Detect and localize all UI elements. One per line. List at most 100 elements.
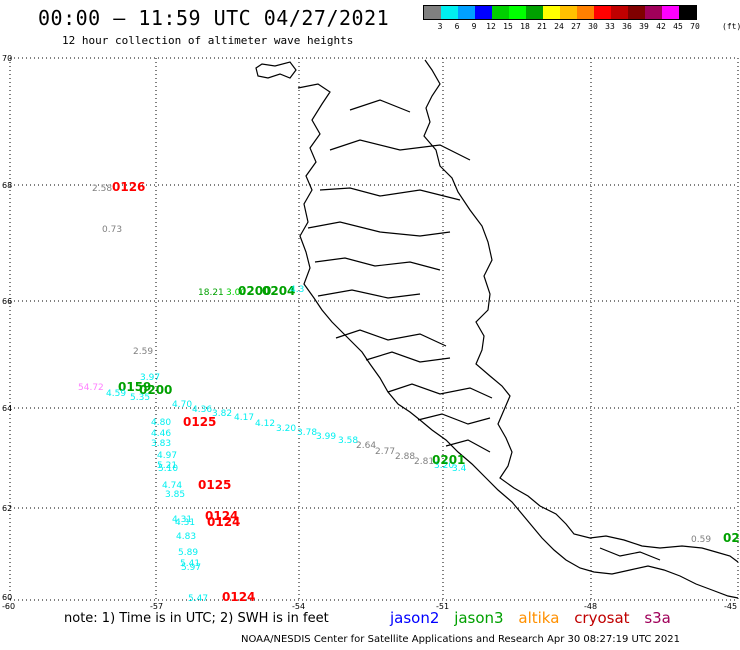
wave-height-value: 5.41 — [180, 559, 200, 569]
wave-height-value: 5.10 — [158, 464, 178, 474]
wave-height-value: 3.83 — [151, 439, 171, 449]
satellite-label: s3a — [644, 609, 671, 627]
pass-time-label: 0159 — [118, 380, 151, 394]
color-swatch — [645, 6, 662, 19]
color-scale-label: 70 — [690, 22, 700, 31]
wave-height-value: 5.97 — [181, 563, 201, 573]
color-scale-label: 42 — [656, 22, 666, 31]
color-swatch — [577, 6, 594, 19]
color-scale-label: 39 — [639, 22, 649, 31]
color-scale-label: 33 — [605, 22, 615, 31]
map-subtitle: 12 hour collection of altimeter wave hei… — [62, 34, 354, 47]
color-swatch — [509, 6, 526, 19]
color-swatch — [560, 6, 577, 19]
wave-height-value: 3.82 — [212, 409, 232, 419]
color-scale-label: 27 — [571, 22, 581, 31]
color-swatch — [475, 6, 492, 19]
pass-time-label: 0124 — [222, 590, 255, 604]
satellite-label: cryosat — [574, 609, 630, 627]
satellite-legend: jason2 jason3 altika cryosat s3a — [390, 609, 681, 627]
color-scale-label: 30 — [588, 22, 598, 31]
wave-height-value: 3.20 — [434, 461, 454, 471]
wave-height-value: 4.74 — [162, 481, 182, 491]
lat-label: 64 — [2, 404, 12, 413]
pass-time-label: 0124 — [205, 509, 238, 523]
color-swatch — [458, 6, 475, 19]
wave-height-value: 5.35 — [130, 393, 150, 403]
wave-height-value: 18.21 — [198, 288, 224, 298]
color-scale-label: 6 — [454, 22, 460, 31]
color-swatch — [526, 6, 543, 19]
color-scale-label: 9 — [471, 22, 477, 31]
greenland-coastline — [255, 59, 739, 599]
latitude-labels: 70 68 66 64 62 60 — [2, 54, 12, 602]
color-scale-legend: 3 6 9 12 15 18 21 24 27 30 33 36 39 42 45 70 — [423, 5, 700, 32]
pass-time-label: 0201 — [432, 453, 465, 467]
wave-height-value: 2.64 — [356, 441, 376, 451]
wave-height-value: 2.58 — [92, 184, 112, 194]
color-scale-label: 3 — [437, 22, 443, 31]
color-scale-label: 21 — [537, 22, 547, 31]
lon-label: -51 — [436, 602, 449, 611]
wave-height-value: 3.58 — [338, 436, 358, 446]
wave-height-value: 3.4 — [452, 464, 467, 474]
map-title: 00:00 – 11:59 UTC 04/27/2021 — [38, 6, 390, 30]
pass-time-label: 02 — [723, 531, 740, 545]
color-scale-label: 15 — [503, 22, 513, 31]
lon-label: -48 — [584, 602, 597, 611]
pass-time-label: 0124 — [207, 515, 240, 529]
wave-height-value: 5.21 — [157, 461, 177, 471]
wave-height-value: 4.36 — [192, 405, 212, 415]
pass-time-label: 0200 — [139, 383, 172, 397]
satellite-label: jason3 — [454, 609, 504, 627]
color-swatch — [594, 6, 611, 19]
color-swatch — [628, 6, 645, 19]
wave-height-value: 5.89 — [178, 548, 198, 558]
pass-time-label: 0126 — [112, 180, 145, 194]
color-swatch — [441, 6, 458, 19]
color-scale-label: 24 — [554, 22, 564, 31]
wave-height-value: 2.59 — [133, 347, 153, 357]
wave-height-value: 5.47 — [188, 594, 208, 604]
satellite-label: jason2 — [390, 609, 440, 627]
pass-time-label: 0125 — [183, 415, 216, 429]
wave-height-value: 4.31 — [175, 518, 195, 528]
satellite-label: altika — [518, 609, 560, 627]
wave-height-value: 3.78 — [297, 428, 317, 438]
wave-height-value: 3.99 — [316, 432, 336, 442]
color-swatch — [424, 6, 441, 19]
lon-label: -54 — [292, 602, 305, 611]
pass-time-label: 0125 — [198, 478, 231, 492]
pass-time-label: 0204 — [262, 284, 295, 298]
wave-height-value: 3.20 — [276, 424, 296, 434]
wave-height-value: 4.70 — [172, 400, 192, 410]
color-scale-unit: (ft) — [722, 22, 740, 31]
lat-label: 60 — [2, 593, 12, 602]
wave-height-value: 4.97 — [157, 451, 177, 461]
color-swatch — [611, 6, 628, 19]
longitude-labels: -60 -57 -54 -51 -48 -45 — [2, 602, 737, 611]
lat-label: 66 — [2, 297, 12, 306]
color-scale-swatches — [423, 5, 697, 20]
wave-height-value: 54.72 — [78, 383, 104, 393]
wave-height-value: 4.80 — [151, 418, 171, 428]
color-swatch — [492, 6, 509, 19]
wave-height-value: 4.17 — [234, 413, 254, 423]
wave-height-value: 4.46 — [151, 429, 171, 439]
color-swatch — [662, 6, 679, 19]
wave-height-value: 2.81 — [414, 457, 434, 467]
lat-label: 70 — [2, 54, 12, 63]
color-scale-label: 36 — [622, 22, 632, 31]
color-scale-label: 12 — [486, 22, 496, 31]
color-scale-label: 18 — [520, 22, 530, 31]
wave-height-value: 0.59 — [691, 535, 711, 545]
wave-height-value: 3.00 — [226, 288, 246, 298]
wave-height-value: 4.59 — [106, 389, 126, 399]
wave-height-value: 2.77 — [375, 447, 395, 457]
lon-label: -57 — [150, 602, 163, 611]
color-scale-label: 45 — [673, 22, 683, 31]
units-note: note: 1) Time is in UTC; 2) SWH is in fe… — [64, 611, 329, 626]
credit-line: NOAA/NESDIS Center for Satellite Applica… — [241, 634, 680, 645]
